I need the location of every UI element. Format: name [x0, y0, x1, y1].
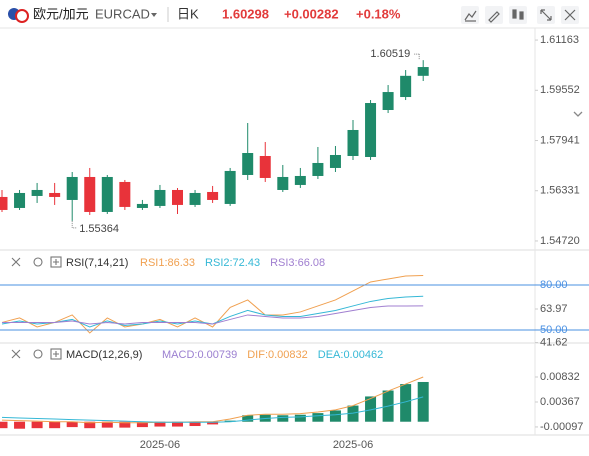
- indicator-title: MACD(12,26,9): [66, 349, 142, 361]
- expand-button[interactable]: [537, 6, 555, 24]
- max-leader: [413, 53, 420, 61]
- min-label: 1.55364: [79, 223, 119, 235]
- macd-bar: [66, 421, 78, 428]
- candle-body: [189, 192, 201, 205]
- macd-bar: [277, 415, 289, 422]
- macd-bar: [347, 405, 359, 422]
- macd-line: [1, 396, 424, 423]
- candle-body: [49, 192, 61, 197]
- remove-icon[interactable]: [11, 349, 21, 359]
- flag-ca: [15, 9, 29, 23]
- candle-body: [31, 189, 43, 196]
- candle-body: [277, 176, 289, 190]
- toggle-icon[interactable]: [50, 256, 62, 268]
- candle-button[interactable]: [509, 6, 527, 24]
- macd-bar: [14, 421, 26, 429]
- toggle-icon[interactable]: [50, 348, 62, 360]
- legend-entry: RSI3:66.08: [270, 257, 325, 269]
- candle-body: [101, 176, 113, 212]
- candle-body: [312, 162, 324, 176]
- candle-body: [136, 203, 148, 208]
- y-tick-label: 1.61163: [540, 34, 579, 46]
- plot-area: [0, 60, 429, 429]
- change: +0.00282: [284, 6, 339, 21]
- x-tick-label: 2025-06: [140, 439, 180, 451]
- candle-body: [84, 176, 96, 212]
- macd-bar: [0, 421, 8, 429]
- max-label: 1.60519: [370, 48, 410, 60]
- macd-bar: [224, 420, 236, 422]
- legend-entry: MACD:0.00739: [162, 349, 237, 361]
- y-tick-label: 1.57941: [540, 134, 580, 146]
- candle-body: [329, 154, 341, 168]
- legend-entry: RSI1:86.33: [140, 257, 195, 269]
- candle-body: [242, 152, 254, 175]
- change-pct: +0.18%: [356, 6, 401, 21]
- candle-body: [365, 103, 377, 157]
- candle-body: [14, 192, 26, 208]
- x-tick-label: 2025-06: [333, 439, 373, 451]
- rsi-line: [1, 295, 424, 328]
- candle-body: [417, 67, 429, 76]
- macd-bar: [400, 384, 412, 422]
- symbol[interactable]: EURCAD: [95, 6, 150, 21]
- remove-icon[interactable]: [11, 257, 21, 267]
- rsi-line: [2, 305, 424, 325]
- candle-body: [0, 196, 8, 210]
- indicator-button[interactable]: [461, 6, 479, 24]
- candle-body: [259, 155, 271, 178]
- candle-body: [382, 92, 394, 111]
- macd-bar: [84, 421, 96, 429]
- macd-bar: [189, 421, 201, 427]
- y-tick-label: 1.56331: [540, 185, 580, 197]
- y-tick-label: 63.97: [540, 303, 568, 315]
- y-tick-label: 1.59552: [540, 84, 580, 96]
- min-leader: [71, 220, 78, 229]
- macd-bar: [417, 381, 429, 422]
- legend-entry: RSI2:72.43: [205, 257, 260, 269]
- settings-icon[interactable]: [33, 257, 43, 267]
- period[interactable]: 日K: [177, 6, 199, 21]
- macd-bar: [242, 415, 254, 422]
- candle-body: [119, 181, 131, 207]
- y-tick-label: -0.00097: [540, 421, 583, 433]
- indicator-title: RSI(7,14,21): [66, 257, 128, 269]
- candle-body: [154, 189, 166, 206]
- symbol-cn: 欧元/加元: [33, 6, 89, 21]
- rsi-line: [1, 274, 424, 334]
- macd-bar: [365, 396, 377, 422]
- macd-bar: [312, 413, 324, 422]
- macd-bar: [294, 414, 306, 422]
- close-button[interactable]: [561, 6, 579, 24]
- candle-body: [224, 170, 236, 204]
- candle-body: [400, 75, 412, 98]
- macd-bar: [136, 421, 148, 428]
- candle-body: [66, 176, 78, 200]
- y-tick-label: 0.00832: [540, 371, 580, 383]
- settings-icon[interactable]: [33, 349, 43, 359]
- dropdown-caret[interactable]: [151, 13, 157, 17]
- candle-body: [294, 175, 306, 185]
- macd-bar: [101, 421, 113, 428]
- macd-bar: [172, 421, 183, 427]
- macd-bar: [49, 421, 61, 429]
- y-tick-label: 41.62: [540, 336, 568, 348]
- candle-body: [347, 129, 359, 156]
- last-price: 1.60298: [222, 6, 269, 21]
- draw-button[interactable]: [485, 6, 503, 24]
- macd-line: [1, 376, 424, 424]
- y-tick-label: 0.00367: [540, 396, 580, 408]
- macd-bar: [154, 421, 166, 427]
- candle-body: [172, 189, 183, 205]
- legend-entry: DEA:0.00462: [318, 349, 383, 361]
- macd-bar: [329, 410, 341, 422]
- collapse-arrow[interactable]: [573, 111, 583, 117]
- macd-bar: [207, 421, 219, 425]
- legend-entry: DIF:0.00832: [247, 349, 308, 361]
- macd-bar: [31, 421, 43, 429]
- y-tick-label: 1.54720: [540, 235, 580, 247]
- macd-bar: [119, 421, 131, 428]
- candle-body: [207, 191, 219, 200]
